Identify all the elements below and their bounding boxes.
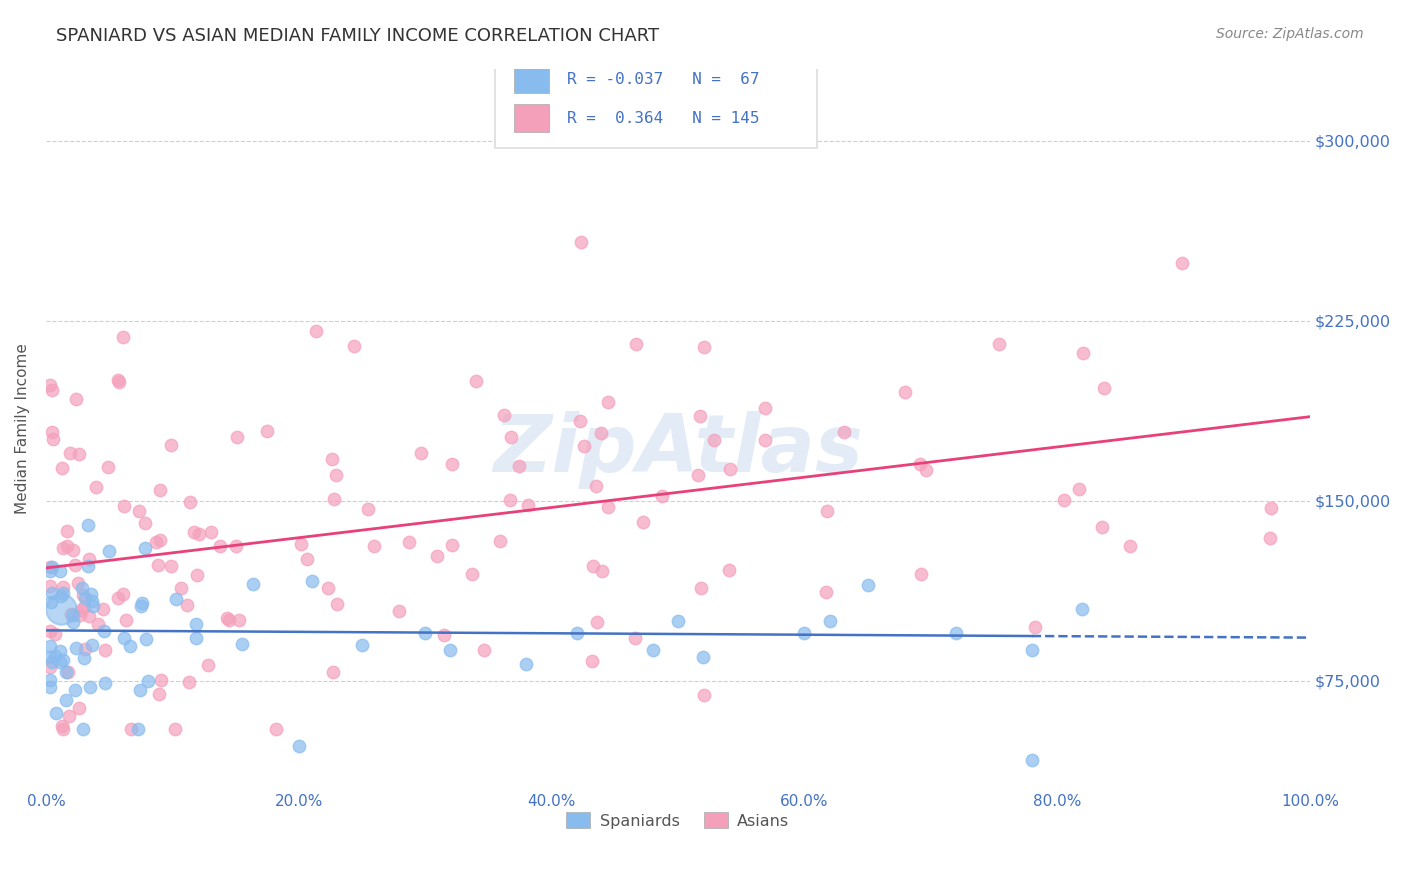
Text: Source: ZipAtlas.com: Source: ZipAtlas.com <box>1216 27 1364 41</box>
Legend: Spaniards, Asians: Spaniards, Asians <box>560 805 796 835</box>
Text: R =  0.364   N = 145: R = 0.364 N = 145 <box>567 111 759 126</box>
Text: R = -0.037   N =  67: R = -0.037 N = 67 <box>567 71 759 87</box>
Text: ZipAtlas: ZipAtlas <box>494 411 863 490</box>
FancyBboxPatch shape <box>513 104 548 132</box>
Y-axis label: Median Family Income: Median Family Income <box>15 343 30 514</box>
Text: SPANIARD VS ASIAN MEDIAN FAMILY INCOME CORRELATION CHART: SPANIARD VS ASIAN MEDIAN FAMILY INCOME C… <box>56 27 659 45</box>
FancyBboxPatch shape <box>513 65 548 93</box>
FancyBboxPatch shape <box>495 58 817 148</box>
